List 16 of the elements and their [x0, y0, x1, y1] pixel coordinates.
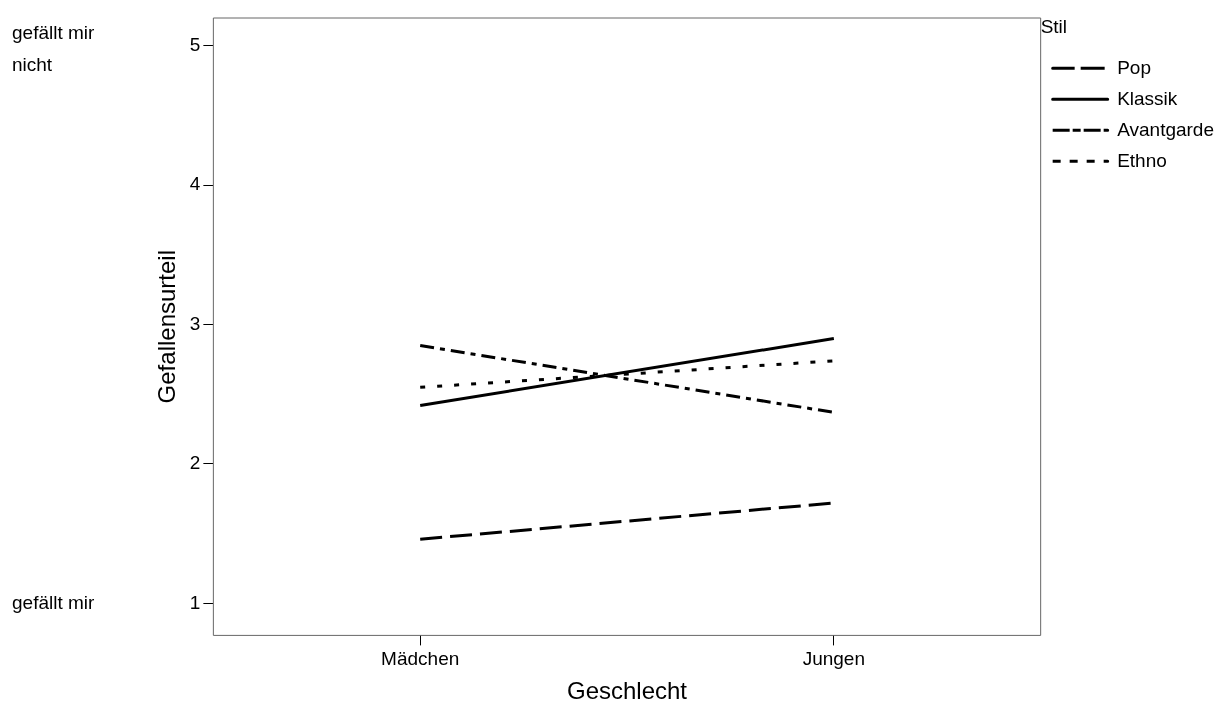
legend-label: Klassik: [1117, 87, 1178, 109]
x-tick-label: Mädchen: [381, 648, 460, 670]
x-tick-label: Jungen: [802, 648, 866, 670]
y-tick-label: 4: [189, 173, 201, 195]
text: gefällt mir: [12, 591, 96, 613]
legend-label: Avantgarde: [1117, 118, 1215, 140]
legend-label: Pop: [1117, 56, 1151, 78]
legend-title: Stil: [1040, 15, 1068, 37]
y-tick-label: 3: [189, 312, 201, 334]
text: gefällt mir nicht: [12, 22, 96, 76]
y-axis-title: Gefallensurteil: [153, 249, 181, 404]
x-axis-title: Geschlecht: [566, 677, 688, 705]
y-tick-label: 2: [189, 452, 201, 474]
legend-label: Ethno: [1117, 149, 1167, 171]
y-tick-label: 5: [189, 34, 201, 56]
y-tick-label: 1: [189, 591, 201, 613]
